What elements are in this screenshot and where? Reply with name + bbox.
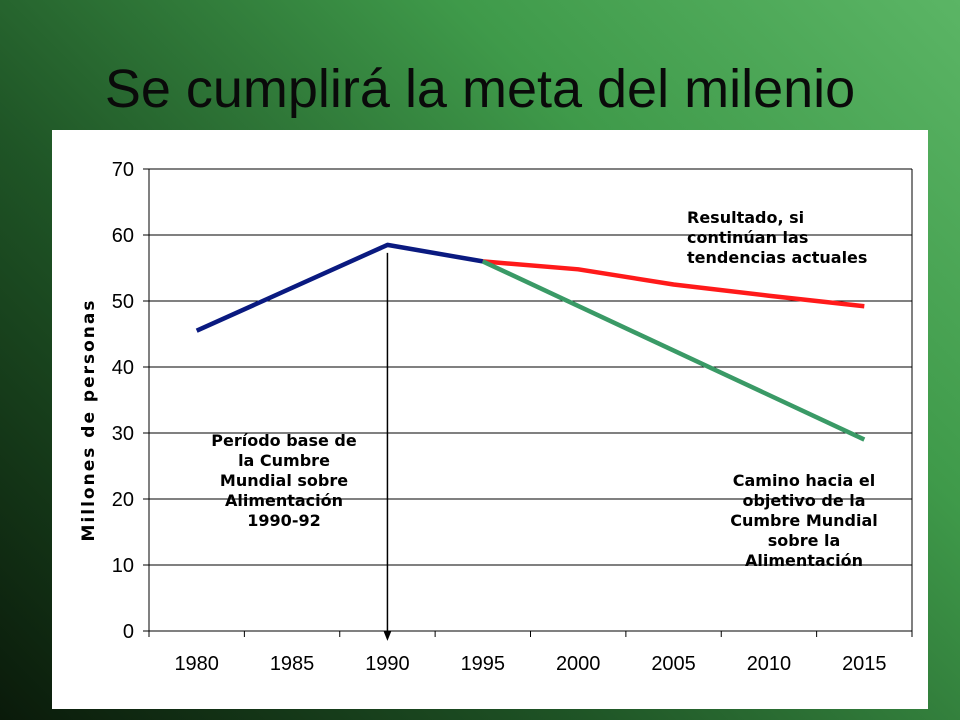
- goal-line: objetivo de la: [742, 491, 866, 510]
- y-tick-label: 70: [112, 159, 134, 181]
- x-tick-label: 1980: [174, 653, 219, 675]
- trend-line: tendencias actuales: [687, 248, 868, 267]
- base-line: Alimentación: [224, 491, 344, 510]
- y-tick-label: 20: [112, 489, 134, 511]
- goal-line: Cumbre Mundial: [730, 511, 878, 530]
- series-line-0: [195, 242, 484, 333]
- goal-line: sobre la: [767, 531, 841, 550]
- base-line: la Cumbre: [238, 451, 330, 470]
- trend-line: Resultado, si: [687, 208, 805, 227]
- series-line-1: [482, 259, 865, 309]
- y-tick-label: 10: [112, 555, 134, 577]
- annotation-current-trends: Resultado, si continúan las tendencias act…: [687, 208, 917, 268]
- chart-panel: 0 10 20 30 40 50 60 70 1980 1985 1990 1995 2000 2005 2…: [52, 130, 928, 709]
- x-tick-label: 2005: [651, 653, 696, 675]
- y-tick-label: 50: [112, 291, 134, 313]
- y-axis-title: Millones de personas: [79, 299, 99, 542]
- base-line: Mundial sobre: [219, 471, 349, 490]
- x-tick-label: 1995: [461, 653, 506, 675]
- annotation-base-period: Período base de la Cumbre Mundial sobre Ali…: [192, 431, 376, 531]
- base-period-arrow: [383, 252, 392, 641]
- axes: [143, 168, 913, 637]
- y-tick-label: 30: [112, 423, 134, 445]
- base-line: 1990-92: [247, 511, 321, 530]
- y-tick-label: 0: [123, 621, 134, 643]
- y-tick-label: 60: [112, 225, 134, 247]
- series-lines: [195, 242, 866, 442]
- line-chart: 0 10 20 30 40 50 60 70 1980 1985 1990 1995 2000 2005 2…: [79, 159, 913, 675]
- arrow-head: [383, 630, 392, 641]
- series-line-2: [481, 259, 866, 442]
- annotation-summit-goal-path: Camino hacia el objetivo de la Cumbre Mund…: [714, 471, 894, 571]
- y-tick-label: 40: [112, 357, 134, 379]
- tick-labels: 0 10 20 30 40 50 60 70 1980 1985 1990 1995 2000 2005 2…: [112, 159, 887, 675]
- base-line: Período base de: [211, 431, 357, 450]
- goal-line: Alimentación: [744, 551, 864, 570]
- gridlines: [149, 168, 912, 566]
- x-tick-label: 2010: [747, 653, 792, 675]
- x-tick-label: 1990: [365, 653, 410, 675]
- x-tick-label: 2015: [842, 653, 887, 675]
- x-tick-label: 1985: [270, 653, 315, 675]
- trend-line: continúan las: [687, 228, 809, 247]
- goal-line: Camino hacia el: [732, 471, 876, 490]
- x-tick-label: 2000: [556, 653, 601, 675]
- slide-title: Se cumplirá la meta del milenio: [104, 59, 856, 119]
